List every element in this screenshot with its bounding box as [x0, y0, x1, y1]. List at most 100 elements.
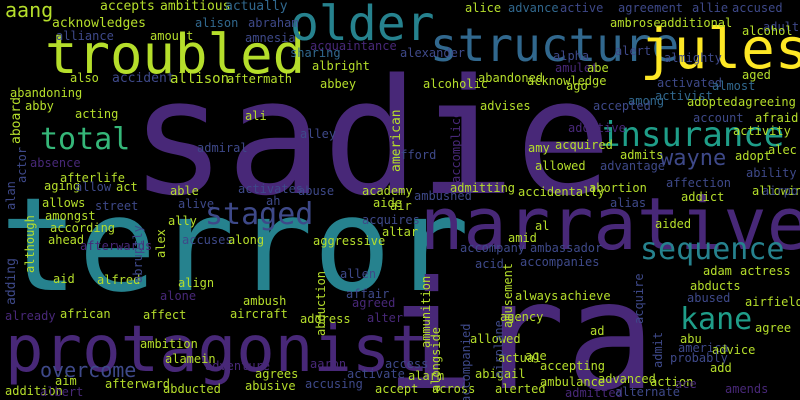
word: amy [528, 141, 550, 155]
word: acid [475, 257, 504, 271]
word: total [40, 122, 131, 157]
word: agreeing [738, 95, 796, 109]
word: alison [195, 16, 239, 30]
word: agency [500, 310, 544, 324]
word: amulet [555, 61, 599, 75]
word: al [535, 219, 550, 233]
word: air [390, 199, 412, 213]
word: age [525, 349, 547, 363]
word: aang [5, 0, 54, 22]
word: alley [300, 127, 337, 141]
word: advises [480, 99, 531, 113]
word: sequence [640, 232, 785, 267]
word: abe [587, 61, 609, 75]
word: activated [657, 76, 723, 90]
word: aaron [310, 357, 347, 371]
word: troubled [45, 23, 306, 86]
word: affection [666, 176, 732, 190]
word: alfred [97, 273, 141, 287]
word: abbey [320, 77, 357, 91]
word: protagonist [5, 313, 429, 387]
word: acquires [362, 213, 420, 227]
word: accompanies [520, 255, 600, 269]
word: admits [620, 148, 664, 162]
word: allowed [535, 159, 586, 173]
word: abduction [314, 270, 328, 336]
word: aim [55, 374, 77, 388]
word: agrees [255, 367, 299, 381]
word: actress [740, 264, 791, 278]
word: airfield [745, 295, 800, 309]
word: aide [373, 196, 402, 210]
word: aboard [9, 97, 24, 144]
word: allow [75, 180, 112, 194]
word: accident [112, 71, 175, 86]
word: accusing [305, 377, 363, 391]
word: abuse [298, 184, 335, 198]
word: ah [266, 194, 281, 208]
word: actual [498, 351, 542, 365]
word: agreed [352, 296, 396, 310]
word: ago [566, 79, 588, 93]
word: agree [755, 321, 792, 335]
word: insurance [600, 115, 785, 155]
word: activates [238, 182, 304, 196]
word: albright [312, 59, 370, 73]
word: acknowledges [52, 16, 146, 31]
word: acquired [555, 138, 613, 152]
word: aftermath [227, 72, 293, 86]
word: abducted [163, 382, 221, 396]
word: street [95, 199, 139, 213]
word: alcohol [742, 24, 793, 38]
word: almost [712, 79, 756, 93]
word: alpha [553, 49, 590, 63]
word: addition [5, 384, 63, 398]
word: alone [160, 289, 197, 303]
word: probably [670, 351, 728, 365]
word: alcoholic [423, 77, 489, 91]
word: along [228, 233, 265, 247]
word: ahead [48, 233, 85, 247]
word: abandoned [478, 71, 544, 85]
word: alexander [400, 46, 466, 60]
word: allowing [752, 184, 800, 198]
word: across [432, 382, 476, 396]
word: access [385, 357, 429, 371]
word: accepting [540, 359, 606, 373]
word: additional [660, 16, 733, 30]
word: always [515, 289, 559, 303]
word: alarm [408, 369, 445, 383]
word: alliance [56, 29, 114, 43]
word: action [650, 375, 694, 389]
word: afterward [105, 377, 171, 391]
word: airport [762, 184, 800, 198]
word: accuses [182, 233, 233, 247]
word: adopted [687, 95, 738, 109]
word: sadie [130, 44, 612, 231]
word: accompany [460, 241, 526, 255]
word: accidentally [518, 185, 605, 199]
word: alias [610, 196, 647, 210]
word: kane [680, 302, 753, 337]
word: allen [340, 267, 377, 281]
word: abused [687, 291, 731, 305]
word: abortion [589, 181, 647, 195]
word: activate [347, 367, 405, 381]
word: abigail [475, 367, 526, 381]
word: admitting [450, 181, 516, 195]
word: advance [508, 1, 559, 15]
word: alternate [615, 385, 681, 399]
word: amount [150, 29, 194, 43]
word: aircraft [230, 307, 288, 321]
word: afterlife [60, 171, 126, 185]
word: american [389, 109, 404, 172]
word: academy [362, 184, 413, 198]
word: narrative [420, 182, 800, 266]
word: accepts [100, 0, 155, 14]
word: ad [590, 324, 605, 338]
word: aided [655, 217, 692, 231]
word: activist [655, 89, 713, 103]
word: amid [508, 231, 537, 245]
word: overcome [40, 358, 137, 382]
word: acquire [632, 273, 646, 324]
